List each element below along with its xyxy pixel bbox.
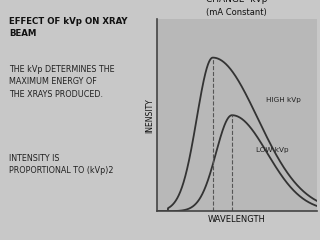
Text: (mA Constant): (mA Constant) [206, 8, 267, 17]
Text: EFFECT OF kVp ON XRAY
BEAM: EFFECT OF kVp ON XRAY BEAM [9, 17, 128, 38]
Y-axis label: INENSITY: INENSITY [145, 98, 154, 132]
Text: THE kVp DETERMINES THE
MAXIMUM ENERGY OF
THE XRAYS PRODUCED.: THE kVp DETERMINES THE MAXIMUM ENERGY OF… [9, 65, 115, 99]
Text: INTENSITY IS
PROPORTIONAL TO (kVp)2: INTENSITY IS PROPORTIONAL TO (kVp)2 [9, 154, 114, 175]
Text: LOW kVp: LOW kVp [256, 147, 289, 153]
Text: CHANGE  kVp: CHANGE kVp [206, 0, 268, 4]
Text: HIGH kVp: HIGH kVp [266, 97, 300, 103]
X-axis label: WAVELENGTH: WAVELENGTH [208, 215, 266, 224]
